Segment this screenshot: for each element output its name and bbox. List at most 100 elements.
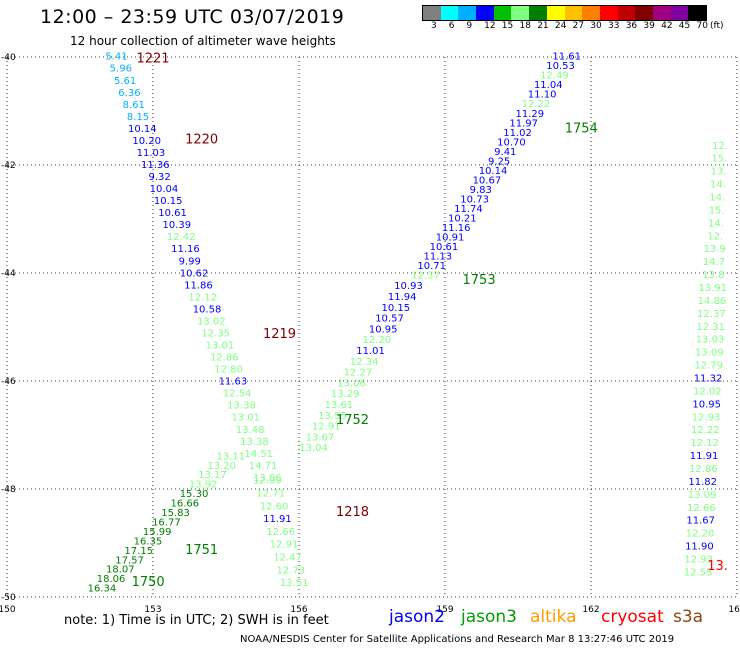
pass-number-label: 1754 [565,122,598,137]
color-swatch [511,6,530,20]
wave-height-value: 12.35 [201,328,230,339]
wave-height-value: 16.77 [152,517,181,528]
wave-height-value: 12.02 [693,386,722,397]
footer-credit: NOAA/NESDIS Center for Satellite Applica… [240,634,675,645]
wave-height-value: 10.62 [180,268,209,279]
color-swatch [529,6,547,20]
lat-tick-label: -44 [1,269,16,279]
color-swatch [423,6,441,20]
wave-height-value: 12. [707,231,723,242]
wave-height-value: 13.01 [206,341,235,352]
wave-height-value: 13.9 [704,244,726,255]
wave-height-value: 15.30 [180,489,209,500]
color-legend-label: 70 [696,21,708,31]
lon-tick-label: 156 [290,605,307,615]
color-swatch [688,6,706,20]
wave-height-value: 8.15 [127,112,149,123]
color-legend-label: 24 [554,21,567,31]
wave-height-value: 14.86 [698,296,727,307]
wave-height-value: 12.86 [689,464,718,475]
wave-height-value: 11.36 [141,160,170,171]
wave-height-value: 9.41 [494,147,516,158]
wave-height-value: 13.67 [306,432,335,443]
wave-height-value: 12.42 [167,232,196,243]
wave-height-value: 11.16 [442,223,471,234]
wave-height-value: 5.61 [114,76,136,87]
wave-height-value: 12.73 [276,565,305,576]
wave-height-value: 11.82 [688,477,717,488]
wave-height-value: 13.29 [331,389,360,400]
lat-tick-label: -40 [1,53,16,63]
wave-height-value: 11.01 [356,346,385,357]
satellite-legend-cryosat: cryosat [601,607,664,627]
satellite-legend-s3a: s3a [673,607,704,627]
wave-height-value: 10.71 [417,261,446,272]
wave-height-value: 13.61 [325,400,354,411]
color-swatch [546,6,565,20]
wave-height-value: 12.79 [694,361,723,372]
wave-height-value: 12.22 [522,99,551,110]
wave-height-value: 12.12 [690,438,719,449]
wave-height-value: 11.16 [171,244,200,255]
color-legend-label: 9 [466,21,473,31]
wave-height-value: 11.91 [263,514,292,525]
color-legend-label: 3 [431,21,437,31]
wave-height-value: 11.61 [552,52,581,63]
color-swatch [635,6,653,20]
wave-height-value: 11.32 [694,373,723,384]
lon-tick-label: 150 [0,605,16,615]
wave-height-value: 12.93 [684,554,713,565]
wave-height-value: 12.91 [312,422,341,433]
lat-tick-label: -42 [1,161,16,171]
wave-height-value: 13.04 [299,443,328,454]
pass-number-label: 1220 [185,132,218,147]
wave-height-value: 15. [709,205,725,216]
wave-height-value: 12.60 [260,501,289,512]
wave-height-value: 12.66 [266,527,295,538]
wave-height-value: 10.95 [369,324,398,335]
wave-height-value: 10.73 [460,194,489,205]
lon-tick-label: 165 [728,605,740,615]
pass-number-label: 1221 [136,51,169,66]
color-legend-label: 39 [643,21,655,31]
wave-height-value: 17.15 [124,546,153,557]
color-swatch [493,6,512,20]
wave-height-value: 15.83 [161,508,190,519]
wave-height-value: 11.63 [219,377,248,388]
wave-height-value: 12.34 [350,357,379,368]
wave-height-value: 14. [709,193,725,204]
wave-height-value: 9.25 [488,156,510,167]
wave-height-value: 13.03 [696,335,725,346]
wave-height-value: 10.15 [382,303,411,314]
color-legend-label: 36 [625,21,638,31]
wave-height-value: 6.36 [118,88,140,99]
wave-height-value: 17.57 [115,555,144,566]
wave-height-value: 10.95 [692,399,721,410]
wave-height-value: 13.92 [189,480,218,491]
wave-height-value: 10.14 [479,166,508,177]
wave-height-value: 14. [710,180,726,191]
wave-height-value: 14.51 [244,449,273,460]
wave-height-value: 12.93 [692,412,721,423]
wave-height-value: 11.90 [685,542,714,553]
wave-height-value: 12.12 [188,292,217,303]
lon-tick-label: 162 [582,605,599,615]
wave-height-value: 11.03 [137,148,166,159]
color-legend-label: 33 [608,21,620,31]
wave-height-value: 12.71 [256,488,285,499]
wave-height-value: 11.74 [454,204,483,215]
map-subtitle: 12 hour collection of altimeter wave hei… [70,34,336,48]
pass-number-label: 1752 [336,413,369,428]
pass-number-label: 1750 [132,575,165,590]
color-swatch [617,6,636,20]
color-swatch [458,6,477,20]
wave-height-value: 13.48 [236,425,265,436]
wave-height-value: 12.86 [210,353,239,364]
wave-height-value: 13.06 [337,378,366,389]
wave-height-value: 11.10 [528,90,557,101]
wave-height-value: 11.04 [534,80,563,91]
wave-height-value: 9.83 [470,185,492,196]
lat-tick-label: -48 [1,485,16,495]
color-legend-label: 18 [519,21,531,31]
wave-height-value: 13.09 [695,348,724,359]
